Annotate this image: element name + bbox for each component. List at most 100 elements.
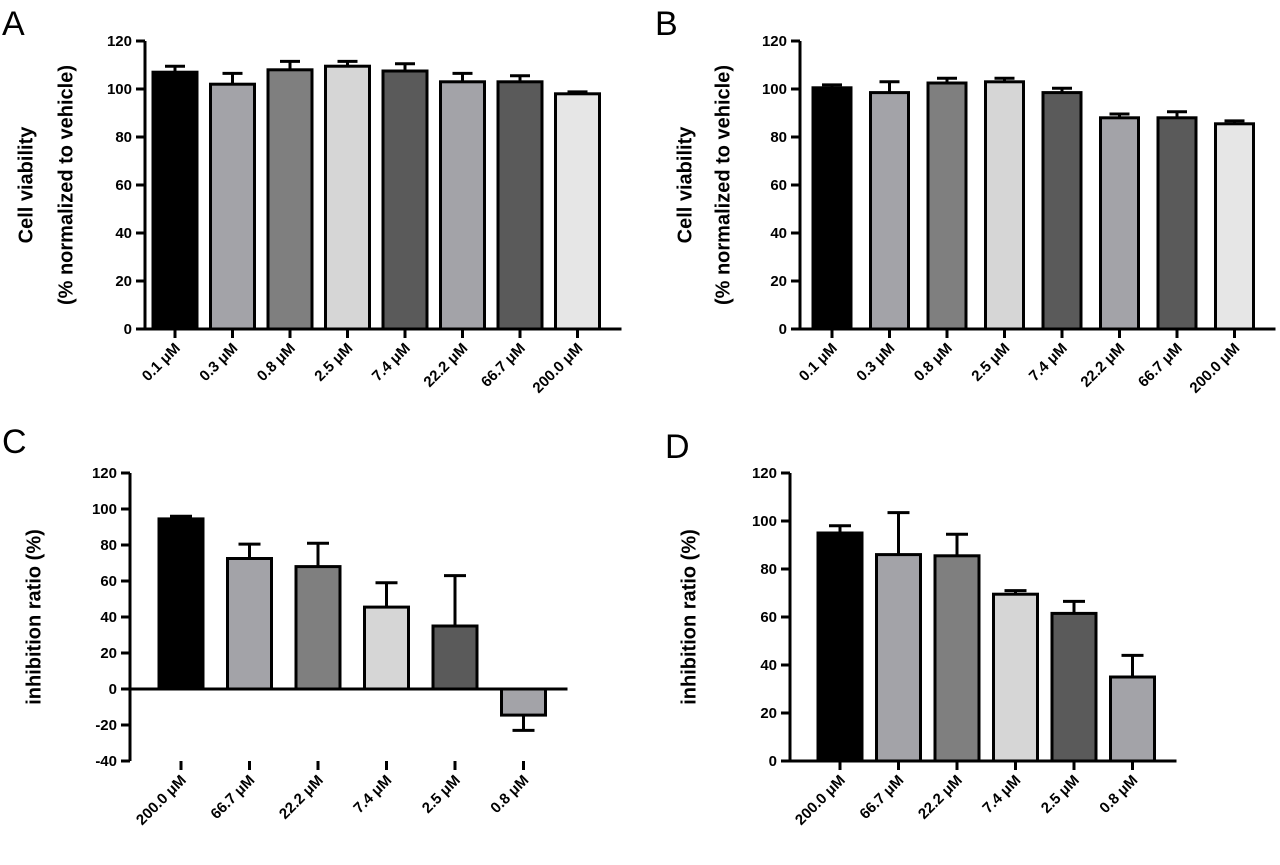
y-tick-label: 60 (770, 177, 787, 194)
y-axis-label: (% normalized to vehicle) (712, 65, 734, 305)
x-tick-label: 2.5 μM (968, 340, 1013, 385)
y-tick-label: 40 (115, 225, 132, 242)
bar (363, 605, 410, 691)
x-tick-label: 0.8 μM (1096, 772, 1141, 817)
y-axis-label: (% normalized to vehicle) (55, 65, 77, 305)
y-axis-label: Cell viability (674, 126, 696, 244)
x-tick-label: 22.2 μM (1077, 340, 1128, 391)
bar (324, 64, 371, 331)
x-tick-label: 7.4 μM (369, 340, 414, 385)
bar (1099, 116, 1140, 331)
x-tick-label: 2.5 μM (419, 772, 464, 817)
x-tick-label: 66.7 μM (478, 340, 529, 391)
x-tick-label: 7.4 μM (350, 772, 395, 817)
y-tick-label: -40 (95, 753, 117, 770)
x-tick-label: 66.7 μM (856, 772, 907, 823)
y-axis-label: inhibition ratio (%) (678, 529, 700, 705)
x-tick-label: 2.5 μM (311, 340, 356, 385)
bar (439, 80, 486, 331)
x-tick-label: 22.2 μM (420, 340, 471, 391)
x-tick-label: 200.0 μM (792, 772, 849, 829)
bar (1041, 91, 1083, 331)
x-tick-label: 22.2 μM (276, 772, 327, 823)
y-axis-label: inhibition ratio (%) (23, 529, 45, 705)
y-tick-label: 60 (760, 609, 777, 626)
bar (496, 80, 544, 331)
y-tick-label: 120 (92, 465, 117, 482)
y-tick-label: 20 (100, 645, 117, 662)
x-tick-label: 7.4 μM (1026, 340, 1071, 385)
bar (226, 557, 273, 691)
y-tick-label: 120 (107, 33, 132, 50)
y-tick-label: 0 (769, 753, 777, 770)
panel-letter: D (665, 428, 690, 466)
x-tick-label: 200.0 μM (1186, 340, 1243, 397)
y-tick-label: 80 (115, 129, 132, 146)
bar (926, 81, 968, 331)
bar (431, 624, 479, 691)
x-tick-label: 200.0 μM (529, 340, 586, 397)
x-tick-label: 2.5 μM (1038, 772, 1083, 817)
y-tick-label: 60 (115, 177, 132, 194)
bar (811, 86, 853, 331)
y-tick-label: 0 (124, 321, 132, 338)
x-tick-label: 0.8 μM (487, 772, 532, 817)
x-tick-label: 0.1 μM (139, 340, 184, 385)
y-tick-label: 40 (100, 609, 117, 626)
panel-letter: B (655, 5, 678, 43)
bar (875, 553, 922, 763)
panel-b: B 0 20 40 60 80 100 120 Cell viability (% normali… (655, 5, 1276, 397)
x-tick-label: 0.1 μM (796, 340, 841, 385)
panel-a: A 0 20 40 60 80 100 120 Cell viability (% normali… (2, 5, 622, 397)
bar (209, 82, 256, 331)
y-tick-label: 0 (779, 321, 787, 338)
x-tick-label: 22.2 μM (915, 772, 966, 823)
y-tick-label: 20 (770, 273, 787, 290)
y-tick-label: 100 (92, 501, 117, 518)
bar (1156, 116, 1198, 331)
bar (933, 554, 981, 763)
x-tick-label: 7.4 μM (979, 772, 1024, 817)
y-tick-label: 0 (109, 681, 117, 698)
x-tick-label: 66.7 μM (1135, 340, 1186, 391)
x-tick-label: 0.3 μM (853, 340, 898, 385)
y-tick-label: 100 (762, 81, 787, 98)
y-tick-label: 40 (770, 225, 787, 242)
y-tick-label: 80 (770, 129, 787, 146)
bar (381, 69, 429, 331)
x-tick-label: 66.7 μM (207, 772, 258, 823)
y-tick-label: -20 (95, 717, 117, 734)
panel-letter: C (2, 423, 27, 461)
bar (816, 531, 864, 763)
bar (869, 91, 910, 331)
y-tick-label: 100 (752, 513, 777, 530)
panel-d: D 0 20 40 60 80 100 120 inhibition ratio (%) 200.… (665, 428, 1177, 829)
bar (266, 68, 314, 331)
bar (984, 80, 1025, 331)
y-tick-label: 80 (760, 561, 777, 578)
y-tick-label: 20 (115, 273, 132, 290)
panel-c: C -40 -20 0 20 40 60 80 100 120 inhibition ratio (… (2, 423, 568, 829)
bar (554, 92, 601, 331)
bar (157, 517, 205, 691)
bar (992, 592, 1039, 763)
y-tick-label: 120 (762, 33, 787, 50)
bar (1214, 122, 1255, 331)
y-tick-label: 20 (760, 705, 777, 722)
x-tick-label: 0.8 μM (254, 340, 299, 385)
y-axis-label: Cell viability (15, 126, 37, 244)
bar (500, 687, 547, 717)
x-tick-label: 0.8 μM (911, 340, 956, 385)
y-tick-label: 40 (760, 657, 777, 674)
bar (294, 565, 342, 691)
bar (151, 70, 199, 331)
x-tick-label: 200.0 μM (133, 772, 190, 829)
y-tick-label: 120 (752, 465, 777, 482)
x-tick-label: 0.3 μM (196, 340, 241, 385)
bar (1050, 611, 1098, 763)
y-tick-label: 100 (107, 81, 132, 98)
y-tick-label: 80 (100, 537, 117, 554)
y-tick-label: 60 (100, 573, 117, 590)
panel-letter: A (2, 5, 25, 43)
